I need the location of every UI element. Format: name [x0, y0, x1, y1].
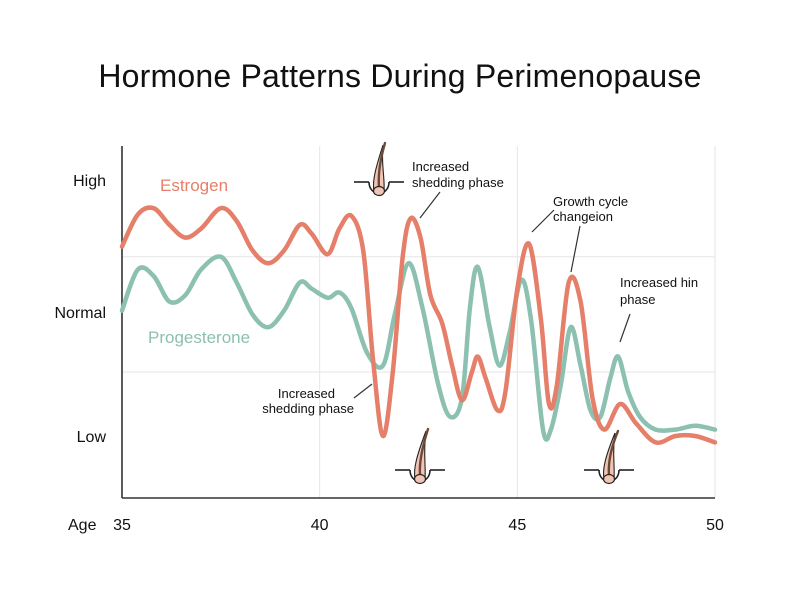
annotation-pointer [570, 225, 581, 273]
x-tick-label: 40 [311, 517, 329, 534]
x-tick-label: 45 [508, 517, 526, 534]
chart-title: Hormone Patterns During Perimenopause [98, 58, 702, 94]
annotation-pointer [619, 313, 631, 343]
y-tick-high: High [73, 173, 106, 190]
series-group [119, 205, 718, 446]
x-ticks: 35 40 45 50 [113, 517, 724, 534]
annotation-text-line: Growth cycle [553, 194, 628, 209]
hair-follicle-icon [395, 427, 445, 485]
hair-follicle-icon [354, 141, 404, 197]
annotation-text-line: shedding phase [412, 175, 504, 190]
series-line-estrogen [119, 205, 718, 446]
x-axis-label: Age [68, 517, 97, 534]
annotation-text-line: Increased [278, 386, 335, 401]
annotation-text-line: shedding phase [262, 401, 354, 416]
x-tick-label: 35 [113, 517, 131, 534]
y-tick-low: Low [77, 429, 107, 446]
annotation-pointer [419, 191, 441, 219]
series-label-estrogen: Estrogen [160, 176, 228, 195]
x-tick-label: 50 [706, 517, 724, 534]
hair-follicle-icon [584, 429, 634, 485]
annotation-text-line: changeion [553, 209, 613, 224]
annotation-text-line: phase [620, 292, 655, 307]
annotation-increased-hin: Increased hin phase [619, 275, 698, 343]
y-tick-normal: Normal [54, 305, 106, 322]
annotation-bottom-shedding: Increased shedding phase [262, 383, 373, 416]
annotation-text-line: Increased hin [620, 275, 698, 290]
annotation-growth-cycle: Growth cycle changeion [531, 194, 628, 273]
series-line-progesterone [119, 254, 718, 442]
annotation-pointer [531, 209, 555, 233]
annotation-top-shedding: Increased shedding phase [412, 159, 504, 219]
annotation-text-line: Increased [412, 159, 469, 174]
annotation-pointer [353, 383, 373, 399]
series-label-progesterone: Progesterone [148, 328, 250, 347]
